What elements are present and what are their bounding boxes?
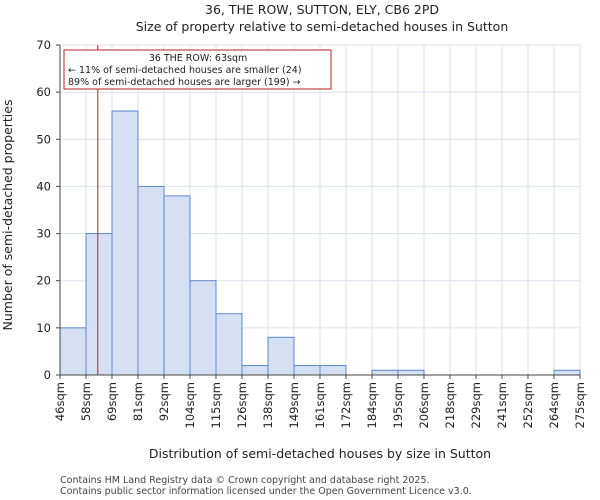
x-ticks: 46sqm 58sqm 69sqm 81sqm 92sqm 104sqm 115sqm 126… xyxy=(53,375,587,428)
x-tick-label: 172sqm xyxy=(339,382,353,428)
x-tick-label: 126sqm xyxy=(235,382,249,428)
histogram-bar xyxy=(163,195,191,376)
y-tick-label: 30 xyxy=(36,227,51,241)
y-tick-label: 50 xyxy=(36,132,51,146)
histogram-bar xyxy=(137,185,165,376)
x-tick-label: 229sqm xyxy=(469,382,483,428)
x-tick-label: 138sqm xyxy=(261,382,275,428)
y-tick-label: 10 xyxy=(36,321,51,335)
x-tick-label: 206sqm xyxy=(417,382,431,428)
histogram-bar xyxy=(241,365,269,376)
histogram-bar xyxy=(215,313,243,376)
x-tick-label: 81sqm xyxy=(131,382,145,421)
histogram-bar xyxy=(553,369,581,376)
x-tick-label: 161sqm xyxy=(313,382,327,428)
histogram-bar xyxy=(319,365,347,376)
x-tick-label: 69sqm xyxy=(105,382,119,421)
x-tick-label: 92sqm xyxy=(157,382,171,421)
x-tick-label: 149sqm xyxy=(287,382,301,428)
x-tick-label: 252sqm xyxy=(521,382,535,428)
histogram-bar xyxy=(397,369,425,376)
x-tick-label: 46sqm xyxy=(53,382,67,421)
y-tick-label: 0 xyxy=(44,368,51,382)
histogram-bar xyxy=(189,280,217,376)
histogram-bar xyxy=(293,365,321,376)
chart-title-line2: Size of property relative to semi-detach… xyxy=(136,19,509,34)
y-tick-label: 20 xyxy=(36,274,51,288)
x-tick-label: 275sqm xyxy=(573,382,587,428)
y-tick-label: 40 xyxy=(36,179,51,193)
annotation-box: 36 THE ROW: 63sqm ← 11% of semi-detached… xyxy=(63,49,332,90)
histogram-bar xyxy=(59,327,87,376)
x-tick-label: 104sqm xyxy=(183,382,197,428)
bars xyxy=(59,110,581,376)
annotation-frame xyxy=(63,49,332,90)
y-tick-label: 60 xyxy=(36,85,51,99)
histogram-bar xyxy=(371,369,399,376)
histogram-bar xyxy=(85,233,113,376)
annotation-smaller: ← 11% of semi-detached houses are smalle… xyxy=(68,65,302,76)
x-tick-label: 184sqm xyxy=(365,382,379,428)
x-tick-label: 58sqm xyxy=(79,382,93,421)
footer-line1: Contains HM Land Registry data © Crown c… xyxy=(60,475,430,486)
chart-title-line1: 36, THE ROW, SUTTON, ELY, CB6 2PD xyxy=(205,2,439,17)
x-tick-label: 115sqm xyxy=(209,382,223,428)
x-tick-label: 241sqm xyxy=(495,382,509,428)
y-ticks: 0 10 20 30 40 50 60 70 xyxy=(36,38,60,382)
x-tick-label: 218sqm xyxy=(443,382,457,428)
footer-line2: Contains public sector information licen… xyxy=(60,486,472,497)
annotation-title: 36 THE ROW: 63sqm xyxy=(149,53,248,64)
y-tick-label: 70 xyxy=(36,38,51,52)
y-axis-label: Number of semi-detached properties xyxy=(0,100,15,331)
annotation-larger: 89% of semi-detached houses are larger (… xyxy=(68,77,301,88)
histogram-bar xyxy=(111,110,139,376)
x-tick-label: 195sqm xyxy=(391,382,405,428)
histogram-bar xyxy=(267,336,295,376)
x-tick-label: 264sqm xyxy=(547,382,561,428)
x-axis-label: Distribution of semi-detached houses by … xyxy=(149,446,491,461)
